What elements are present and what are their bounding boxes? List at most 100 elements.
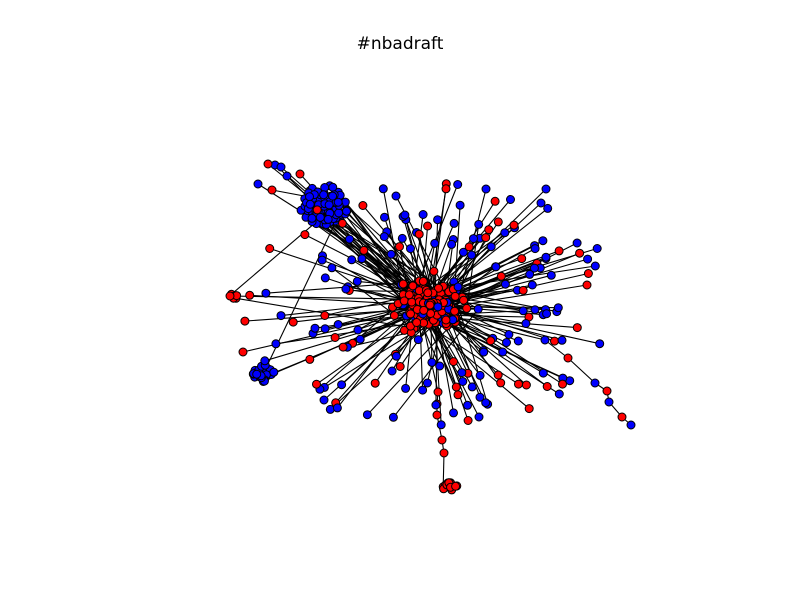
graph-node-red [602,386,612,396]
graph-node-blue [486,242,496,252]
graph-node-blue [469,234,478,244]
graph-node-blue [554,389,564,399]
graph-node-blue [572,238,582,248]
graph-node-blue [433,215,443,225]
graph-node-blue [449,408,458,418]
graph-node-blue [345,234,354,244]
graph-node-blue [315,212,325,222]
graph-node-blue [475,392,485,402]
graph-node-blue [453,180,463,189]
graph-node-red [419,305,429,315]
graph-node-blue [352,276,362,286]
graph-node-blue [307,213,317,223]
graph-node-blue [320,324,330,334]
graph-node-blue [474,219,484,229]
graph-node-red [406,309,415,319]
graph-node-blue [406,244,415,254]
graph-node-blue [388,412,398,422]
node-layer [225,159,636,495]
graph-node-red [429,266,439,276]
graph-node-blue [557,335,567,345]
graph-node-red [617,412,627,422]
graph-node-blue [261,288,271,298]
graph-node-blue [324,200,334,210]
graph-node-blue [455,200,465,210]
graph-node-blue [467,382,477,392]
graph-node-blue [386,249,396,259]
graph-node-red [370,378,380,388]
graph-node-blue [319,190,329,200]
graph-node-red [439,448,449,458]
graph-node-red [449,357,458,367]
graph-node-blue [269,367,279,377]
graph-node-red [423,221,433,231]
graph-node-red [240,316,250,326]
graph-node-blue [353,325,363,335]
graph-node-blue [341,284,351,294]
graph-node-blue [583,254,593,264]
graph-node-blue [327,263,337,273]
graph-node-blue [458,247,468,257]
graph-node-blue [590,378,600,388]
graph-node-blue [418,385,428,395]
graph-node-blue [378,184,388,194]
graph-node-red [451,481,461,491]
graph-node-red [524,404,534,414]
graph-node-red [338,342,348,352]
graph-node-blue [590,261,600,271]
graph-node-blue [502,338,511,347]
graph-node-blue [362,410,372,420]
graph-node-red [484,225,494,235]
graph-node-blue [435,361,445,371]
graph-node-red [412,318,422,327]
graph-node-blue [422,378,432,388]
graph-node-blue [595,339,605,349]
graph-node-red [330,333,340,342]
graph-node-red [441,184,451,194]
graph-node-blue [333,320,343,329]
graph-node-red [481,233,491,243]
graph-node-blue [481,398,491,408]
graph-node-red [389,311,399,320]
graph-node-red [558,379,567,389]
graph-node-red [486,336,496,346]
graph-node-blue [530,244,540,254]
graph-node-blue [467,250,477,260]
graph-node-red [441,315,451,325]
graph-node-red [572,323,582,333]
graph-node-blue [397,233,407,243]
graph-node-red [453,390,463,400]
graph-node-blue [475,370,485,380]
graph-node-blue [342,206,351,216]
graph-node-blue [328,182,338,192]
graph-node-blue [391,351,401,361]
graph-node-red [267,185,277,195]
graph-node-blue [527,280,537,290]
graph-node-blue [436,420,446,430]
graph-node-red [493,217,503,227]
graph-node-red [320,311,330,320]
graph-node-red [423,288,433,298]
graph-node-red [395,242,404,252]
graph-node-blue [506,195,515,204]
graph-node-red [450,291,460,301]
graph-node-red [238,347,248,357]
graph-node-red [305,354,315,364]
graph-node-blue [317,255,327,265]
graph-node-blue [500,228,510,238]
graph-node-red [407,297,417,307]
graph-edge [544,339,569,359]
graph-edge [244,307,427,322]
graph-node-blue [491,262,501,272]
graph-node-red [437,435,447,445]
graph-node-blue [479,347,489,357]
graph-node-red [245,290,255,300]
graph-node-blue [546,270,556,280]
graph-node-blue [541,252,551,262]
graph-node-blue [305,199,315,209]
graph-node-red [582,280,592,290]
graph-node-blue [553,303,563,313]
graph-node-blue [252,369,262,379]
graph-node-red [509,220,519,230]
